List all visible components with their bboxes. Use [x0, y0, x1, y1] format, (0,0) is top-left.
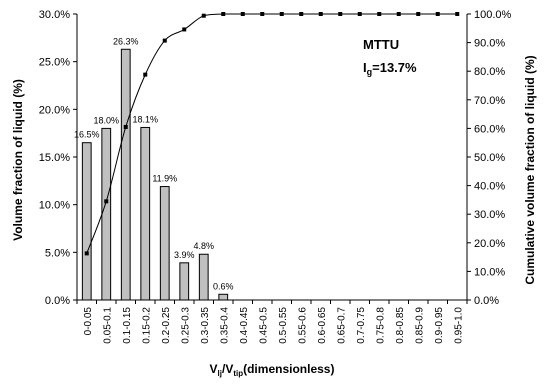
cumulative-point: [416, 12, 421, 16]
bar-data-label: 3.9%: [174, 250, 195, 260]
cumulative-point: [260, 12, 265, 16]
cumulative-point: [104, 199, 109, 204]
x-axis-title-rest: (dimensionless): [243, 362, 334, 376]
right-tick-label: 100.0%: [474, 9, 512, 21]
annotation-line2: Ig=13.7%: [363, 60, 417, 77]
cumulative-point: [182, 27, 187, 32]
left-tick-label: 0.0%: [45, 295, 70, 307]
bar: [120, 48, 131, 301]
left-tick-label: 15.0%: [39, 152, 70, 164]
x-tick-label: 0-0.05: [83, 307, 94, 336]
right-tick-label: 80.0%: [474, 66, 505, 78]
y-axis-left-title: Volume fraction of liquid (%): [11, 79, 25, 241]
x-tick-label: 0.9-0.95: [434, 307, 445, 344]
x-tick-label: 0.85-0.9: [414, 307, 425, 344]
right-tick-label: 20.0%: [474, 238, 505, 250]
cumulative-point: [435, 12, 440, 16]
x-axis-title-sub1: lj: [218, 369, 222, 378]
annotation-line2-subscript: g: [367, 67, 373, 77]
cumulative-point: [357, 12, 362, 16]
axes-layer: [76, 14, 468, 301]
x-axis-title-sub2: tip: [233, 369, 243, 378]
bar-data-label: 0.6%: [213, 281, 234, 291]
x-axis-title: Vlj/Vtip(dimensionless): [210, 362, 335, 378]
bar-data-label: 4.8%: [193, 241, 214, 251]
right-tick-label: 50.0%: [474, 152, 505, 164]
bar: [140, 126, 151, 301]
cumulative-point: [221, 12, 226, 16]
cumulative-point: [299, 12, 304, 16]
right-tick-label: 10.0%: [474, 266, 505, 278]
bar-data-label: 18.1%: [132, 114, 158, 124]
left-tick-label: 5.0%: [45, 247, 70, 259]
x-tick-label: 0.8-0.85: [395, 307, 406, 344]
x-tick-label: 0.5-0.55: [278, 307, 289, 344]
x-tick-label: 0.25-0.3: [180, 307, 191, 344]
cumulative-point: [338, 12, 343, 16]
cumulative-point: [455, 12, 460, 16]
cumulative-point: [396, 12, 401, 16]
right-tick-label: 90.0%: [474, 38, 505, 50]
cumulative-point: [123, 124, 128, 129]
bar-data-label: 16.5%: [74, 130, 100, 140]
bar-data-label: 26.3%: [113, 36, 139, 46]
x-tick-label: 0.65-0.7: [336, 307, 347, 344]
cumulative-line-layer: [84, 12, 460, 256]
bar-data-label: 18.0%: [93, 115, 119, 125]
x-tick-label: 0.05-0.1: [102, 307, 113, 344]
data-labels-layer: 16.5% 18.0% 26.3% 18.1% 11.9% 3.9%4.8% 0.6%: [74, 36, 234, 291]
cumulative-point: [318, 12, 323, 16]
bar: [159, 186, 170, 301]
x-tick-label: 0.2-0.25: [161, 307, 172, 344]
bar: [81, 142, 92, 301]
x-tick-label: 0.4-0.45: [239, 307, 250, 344]
y-axis-right-title: Cumulative volume fraction of liquid (%): [523, 55, 537, 284]
left-tick-label: 25.0%: [39, 57, 70, 69]
x-tick-label: 0.7-0.75: [356, 307, 367, 344]
x-tick-label: 0.45-0.5: [258, 307, 269, 344]
cumulative-point: [201, 13, 206, 18]
annotation-line1: MTTU: [363, 37, 399, 52]
x-tick-label: 0.35-0.4: [219, 307, 230, 344]
bar: [101, 127, 112, 301]
bar: [179, 262, 190, 301]
tick-labels-layer: 0.0% 5.0% 10.0% 15.0% 20.0% 25.0% 30.0% 0.0% 10.…: [39, 9, 512, 344]
x-tick-label: 0.3-0.35: [200, 307, 211, 344]
x-axis-title-slash: /V: [222, 362, 233, 376]
annotation-line2-prefix: I: [363, 60, 367, 75]
bars-layer: [81, 48, 229, 301]
right-tick-label: 70.0%: [474, 95, 505, 107]
x-tick-label: 0.15-0.2: [141, 307, 152, 344]
x-tick-label: 0.6-0.65: [317, 307, 328, 344]
x-tick-label: 0.95-1.0: [453, 307, 464, 344]
cumulative-point: [143, 72, 148, 77]
annotation-line2-suffix: =13.7%: [372, 60, 417, 75]
bar: [198, 253, 209, 301]
left-tick-label: 20.0%: [39, 104, 70, 116]
right-tick-label: 40.0%: [474, 181, 505, 193]
bar: [218, 293, 229, 301]
x-tick-label: 0.55-0.6: [297, 307, 308, 344]
cumulative-point: [240, 12, 245, 16]
cumulative-point: [377, 12, 382, 16]
x-axis-title-v1: V: [210, 362, 218, 376]
bar-data-label: 11.9%: [152, 174, 177, 184]
right-tick-label: 0.0%: [474, 295, 499, 307]
right-tick-label: 30.0%: [474, 209, 505, 221]
left-tick-label: 10.0%: [39, 200, 70, 212]
left-tick-label: 30.0%: [39, 9, 70, 21]
cumulative-point: [162, 38, 167, 43]
x-tick-label: 0.1-0.15: [122, 307, 133, 344]
x-tick-label: 0.75-0.8: [375, 307, 386, 344]
cumulative-point: [279, 12, 284, 16]
cumulative-point: [84, 251, 89, 256]
right-tick-label: 60.0%: [474, 123, 505, 135]
